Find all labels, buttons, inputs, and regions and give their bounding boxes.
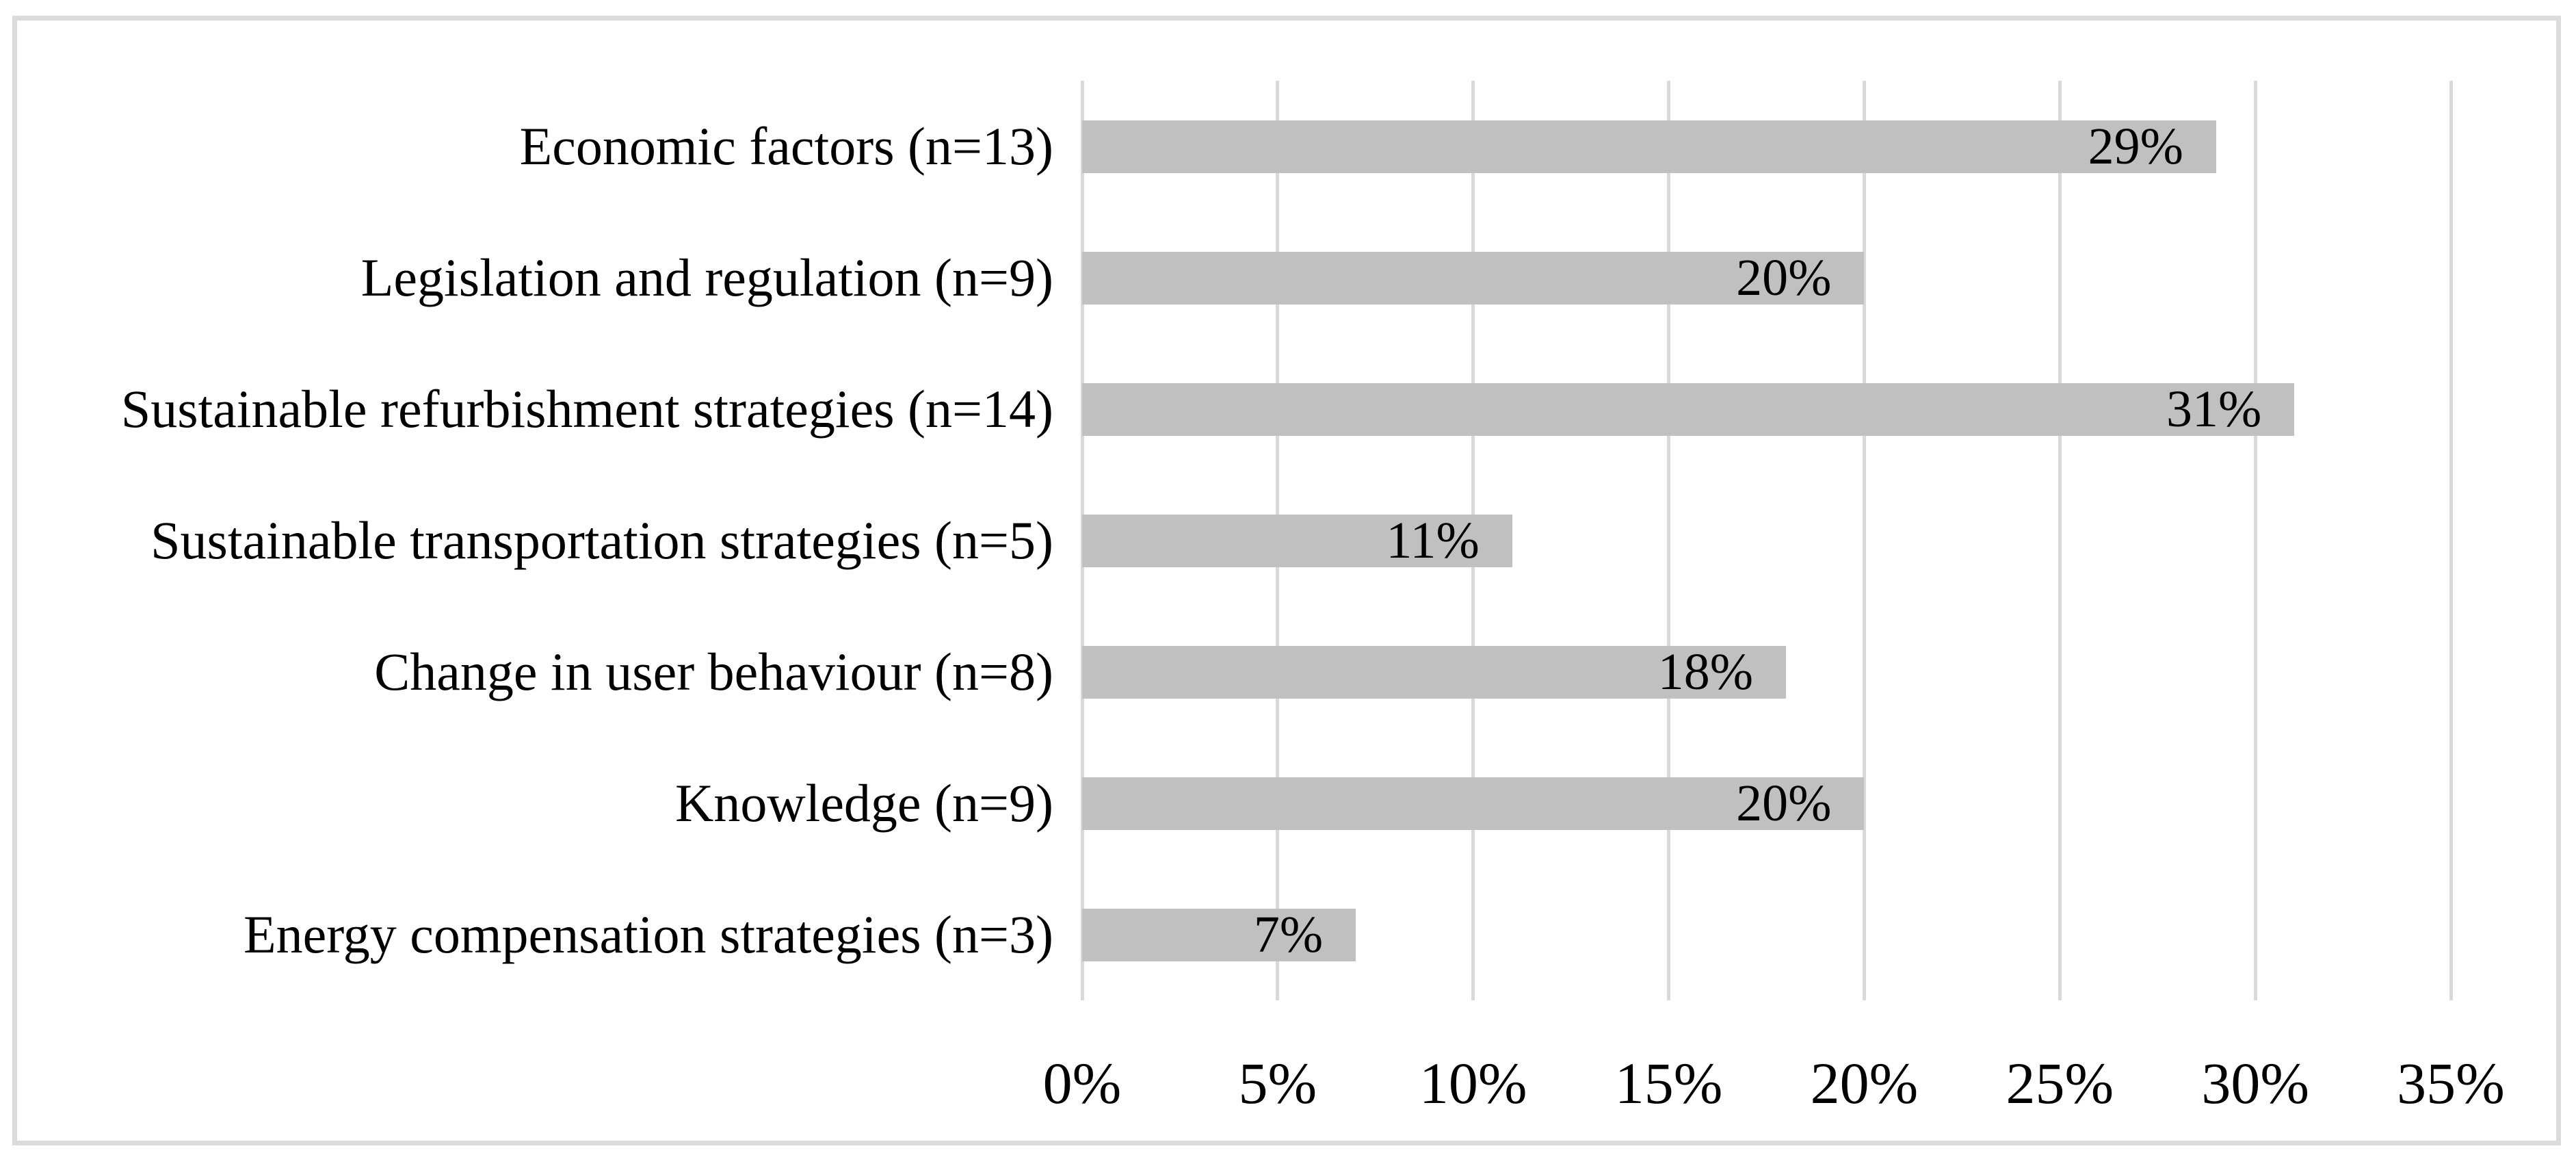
category-label: Change in user behaviour (n=8) — [374, 642, 1053, 701]
category-label: Legislation and regulation (n=9) — [360, 248, 1053, 307]
gridline-20pct — [1862, 81, 1866, 1000]
bar-value-label: 11% — [1386, 511, 1480, 569]
x-tick-label: 20% — [1810, 1050, 1919, 1116]
x-tick-label: 0% — [1042, 1050, 1122, 1116]
bar: 7% — [1082, 905, 1356, 963]
bar-value-label: 31% — [2166, 380, 2262, 438]
bar: 18% — [1082, 643, 1787, 701]
bar: 20% — [1082, 774, 1865, 832]
x-tick-label: 35% — [2397, 1050, 2505, 1116]
bar: 20% — [1082, 248, 1865, 307]
category-label: Economic factors (n=13) — [519, 116, 1053, 176]
gridline-30pct — [2253, 81, 2257, 1000]
bar-value-label: 20% — [1736, 774, 1832, 832]
gridline-35pct — [2449, 81, 2453, 1000]
category-label: Sustainable refurbishment strategies (n=… — [120, 379, 1053, 439]
x-tick-label: 10% — [1419, 1050, 1527, 1116]
x-tick-label: 15% — [1614, 1050, 1723, 1116]
gridline-15pct — [1667, 81, 1671, 1000]
bar: 11% — [1082, 511, 1512, 569]
category-label: Sustainable transportation strategies (n… — [150, 510, 1053, 570]
x-tick-label: 25% — [2006, 1050, 2114, 1116]
bar-value-label: 7% — [1253, 905, 1324, 963]
bar-value-label: 18% — [1657, 643, 1754, 701]
bar: 31% — [1082, 380, 2295, 438]
category-label: Knowledge (n=9) — [674, 773, 1053, 833]
chart-border-frame — [12, 16, 2561, 1145]
plot-area: 29% 20% 31% 11% 18% 20% 7% — [1080, 81, 2453, 1000]
bar-value-label: 20% — [1736, 248, 1832, 307]
gridline-25pct — [2058, 81, 2062, 1000]
x-tick-label: 5% — [1238, 1050, 1317, 1116]
category-axis-labels: Economic factors (n=13) Legislation and r… — [16, 81, 1053, 1000]
bar-value-label: 29% — [2088, 117, 2183, 175]
x-tick-label: 30% — [2201, 1050, 2309, 1116]
x-axis-tick-labels: 0% 5% 10% 15% 20% 25% 30% 35% — [0, 1046, 2576, 1128]
category-label: Energy compensation strategies (n=3) — [243, 905, 1053, 964]
bar: 29% — [1082, 120, 2216, 173]
